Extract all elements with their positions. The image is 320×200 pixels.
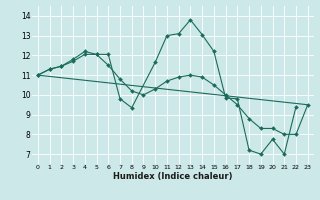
X-axis label: Humidex (Indice chaleur): Humidex (Indice chaleur) — [113, 172, 233, 181]
